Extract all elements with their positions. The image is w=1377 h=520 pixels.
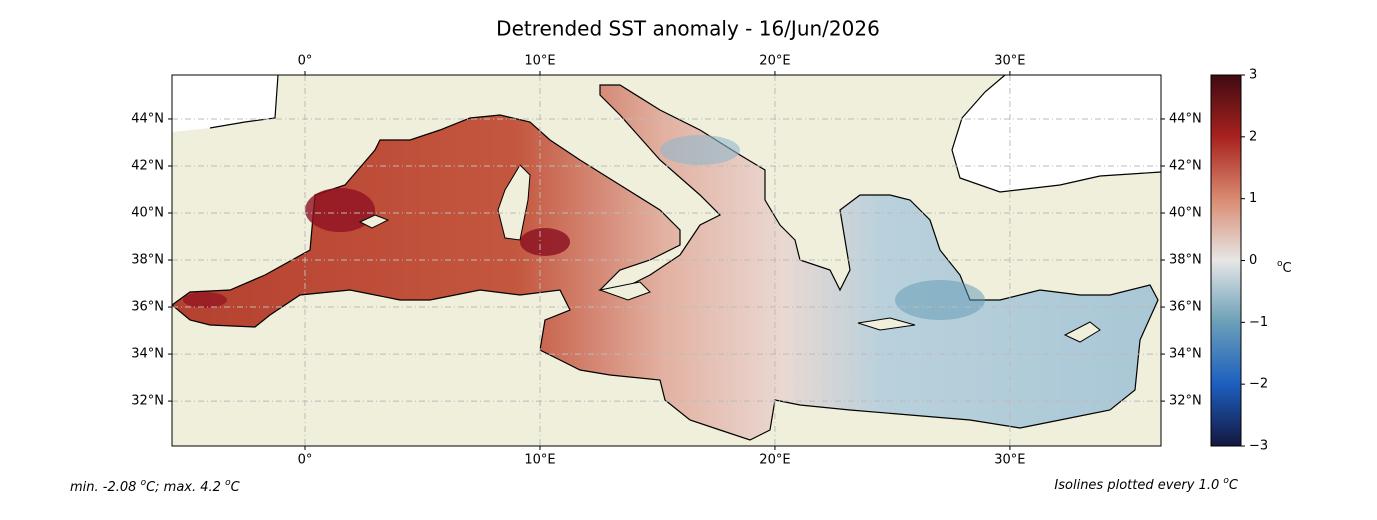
sea-anomaly	[172, 84, 1159, 441]
colorbar	[1210, 74, 1242, 447]
hotspot	[520, 228, 570, 256]
lat-tick-label: 36°N	[1169, 300, 1202, 315]
lon-tick-label: 10°E	[524, 453, 555, 468]
footer-part: C	[1229, 478, 1239, 493]
footer-part: C; max. 4.2	[146, 480, 225, 495]
coldspot	[660, 135, 740, 165]
sardinia-corsica	[497, 164, 531, 241]
footer-right: Isolines plotted every 1.0 oC	[1054, 476, 1239, 493]
colorbar-tick-label: −3	[1249, 439, 1268, 454]
colorbar-tick-label: −2	[1249, 377, 1268, 392]
lat-tick-label: 44°N	[1169, 111, 1202, 126]
hotspot	[183, 292, 227, 308]
lat-tick-label: 40°N	[1169, 206, 1202, 221]
lat-tick-label: 42°N	[131, 158, 164, 173]
black-sea	[952, 75, 1161, 192]
lat-tick-label: 42°N	[1169, 158, 1202, 173]
unit-sup: o	[1277, 259, 1283, 269]
cyprus	[1063, 321, 1101, 343]
colorbar-tick-label: 3	[1249, 68, 1257, 83]
sicily	[598, 281, 651, 301]
lat-tick-label: 32°N	[1169, 394, 1202, 409]
lon-tick-label: 20°E	[759, 453, 790, 468]
colorbar-unit: oC	[1277, 259, 1292, 276]
lat-tick-label: 34°N	[1169, 347, 1202, 362]
title: Detrended SST anomaly - 16/Jun/2026	[496, 17, 880, 41]
lon-tick-label: 30°E	[994, 453, 1025, 468]
coldspot	[895, 280, 985, 320]
colorbar-tick-label: 0	[1249, 253, 1257, 268]
footer-sup: o	[141, 478, 147, 488]
lat-tick-label: 38°N	[131, 253, 164, 268]
unit-text: C	[1283, 261, 1292, 276]
lat-tick-label: 34°N	[131, 347, 164, 362]
footer-sup: o	[1223, 476, 1229, 486]
graticule	[172, 75, 1161, 446]
lon-tick-label: 0°	[298, 54, 313, 69]
colorbar-tick-label: −1	[1249, 315, 1268, 330]
lat-tick-label: 36°N	[131, 300, 164, 315]
hotspot	[305, 188, 375, 232]
footer-part: Isolines plotted every 1.0	[1054, 478, 1223, 493]
lat-tick-label: 32°N	[131, 394, 164, 409]
map-area	[172, 75, 1161, 446]
lon-tick-label: 0°	[298, 453, 313, 468]
footer-part: C	[231, 480, 241, 495]
colorbar-tick-label: 1	[1249, 191, 1257, 206]
footer-left: min. -2.08 oC; max. 4.2 oC	[70, 478, 241, 495]
lat-tick-label: 40°N	[131, 206, 164, 221]
balearic	[358, 214, 390, 229]
crete	[857, 317, 916, 331]
lon-tick-label: 30°E	[994, 54, 1025, 69]
outside-domain	[172, 75, 278, 132]
lon-tick-label: 10°E	[524, 54, 555, 69]
lon-tick-label: 20°E	[759, 54, 790, 69]
colorbar-tick-label: 2	[1249, 129, 1257, 144]
footer-sup: o	[225, 478, 231, 488]
footer-part: min. -2.08	[70, 480, 141, 495]
lat-tick-label: 44°N	[131, 111, 164, 126]
lat-tick-label: 38°N	[1169, 253, 1202, 268]
